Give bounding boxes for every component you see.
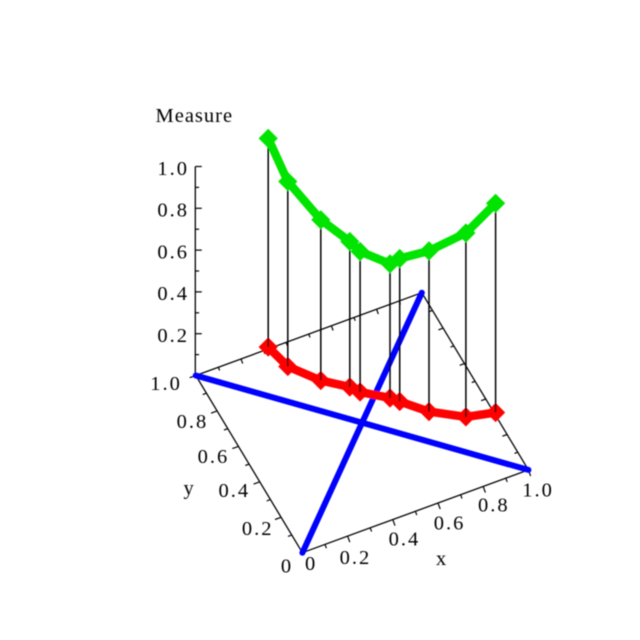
svg-text:0.4: 0.4 xyxy=(389,529,421,551)
svg-text:0: 0 xyxy=(305,553,317,575)
svg-text:0.8: 0.8 xyxy=(478,495,510,517)
svg-text:0.4: 0.4 xyxy=(218,480,250,502)
svg-text:0.6: 0.6 xyxy=(157,241,189,263)
svg-text:0.6: 0.6 xyxy=(198,446,230,468)
svg-text:0.2: 0.2 xyxy=(242,518,274,540)
svg-text:0.8: 0.8 xyxy=(157,200,189,222)
svg-text:0.2: 0.2 xyxy=(340,547,372,569)
svg-text:0: 0 xyxy=(281,555,293,577)
svg-text:1.0: 1.0 xyxy=(150,373,182,395)
svg-text:1.0: 1.0 xyxy=(522,480,554,502)
svg-text:0.4: 0.4 xyxy=(157,283,189,305)
svg-text:x: x xyxy=(436,548,448,570)
svg-text:Measure: Measure xyxy=(156,105,234,127)
svg-text:0.2: 0.2 xyxy=(157,325,189,347)
svg-text:0.6: 0.6 xyxy=(434,512,466,534)
svg-text:y: y xyxy=(183,478,195,500)
svg-text:0.8: 0.8 xyxy=(177,411,209,433)
svg-text:1.0: 1.0 xyxy=(157,158,189,180)
